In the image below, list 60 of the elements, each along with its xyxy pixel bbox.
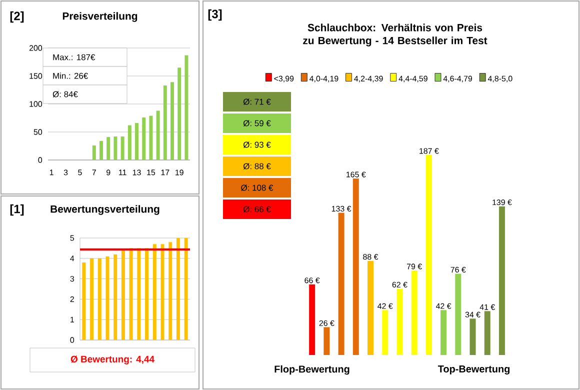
bar: [396, 288, 403, 355]
bar: [82, 262, 86, 340]
bar: [129, 248, 133, 340]
bar: [470, 318, 476, 355]
bar: [90, 258, 94, 340]
bar: [128, 125, 132, 160]
bar: [178, 68, 182, 160]
bar: [426, 155, 432, 355]
text: Ø: 88 €: [243, 163, 271, 170]
bar: [156, 110, 160, 160]
bar: [352, 178, 359, 355]
annotation: Min.: 26€: [53, 72, 88, 79]
bar: [137, 248, 141, 340]
bar: [484, 311, 490, 355]
text: [2]: [10, 11, 24, 23]
bar: [106, 137, 110, 160]
bar: [121, 250, 125, 340]
text: Ø: 93 €: [243, 142, 271, 148]
annotation: Max.: 187€: [53, 54, 96, 60]
bar: [170, 82, 174, 160]
bar: [309, 284, 316, 355]
bar: [120, 136, 124, 160]
text: Ø: 71 €: [243, 98, 271, 105]
bar: [106, 256, 110, 340]
bar: [184, 238, 188, 340]
bar: [152, 244, 156, 340]
text: Ø: 59 €: [243, 120, 271, 126]
bar: [498, 206, 505, 355]
text: Ø: 108 €: [241, 184, 274, 191]
bar: [135, 123, 139, 160]
bar: [114, 136, 118, 160]
bar: [455, 274, 462, 355]
bar: [411, 270, 418, 355]
bar: [163, 86, 167, 160]
bar: [168, 242, 172, 340]
bar: [184, 55, 188, 160]
bar: [100, 140, 104, 160]
text: Top-Bewertung: [438, 366, 510, 374]
bar: [160, 244, 164, 340]
bar: [92, 145, 96, 160]
bar: [149, 116, 153, 160]
bar: [98, 258, 102, 340]
chart-title: Bewertungsverteilung: [50, 205, 160, 215]
bar: [176, 238, 180, 340]
text: [1]: [10, 204, 24, 216]
bar: [440, 310, 447, 355]
bar: [368, 260, 374, 355]
bar: [324, 327, 330, 355]
bar: [382, 310, 388, 355]
text: Flop-Bewertung: [274, 365, 350, 375]
text: [3]: [208, 9, 222, 21]
bar: [142, 117, 146, 160]
ref-line-label: Ø Bewertung: 4,44: [70, 356, 154, 364]
text: Ø: 66 €: [243, 206, 271, 212]
bar: [114, 254, 118, 340]
bar: [145, 248, 149, 340]
chart-title: Preisverteilung: [62, 12, 138, 22]
chart-title: Schlauchbox: Verhältnis von Preis zu Bewertung - 14 Bestseller im Test: [303, 24, 488, 46]
annotation: Ø: 84€: [52, 91, 78, 98]
bar: [338, 212, 344, 355]
